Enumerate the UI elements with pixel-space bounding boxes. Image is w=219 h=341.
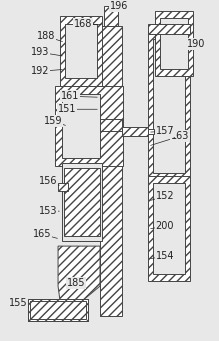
Bar xyxy=(122,127,148,136)
Bar xyxy=(148,129,154,134)
Text: 151: 151 xyxy=(58,104,76,114)
Bar xyxy=(30,301,86,319)
Bar xyxy=(65,24,97,78)
Bar xyxy=(148,24,190,34)
Bar xyxy=(100,26,122,316)
Text: 196: 196 xyxy=(110,1,128,11)
Text: 192: 192 xyxy=(31,66,49,76)
Text: 165: 165 xyxy=(33,229,51,239)
Bar xyxy=(104,6,118,26)
Text: 168: 168 xyxy=(74,19,92,29)
Text: 163: 163 xyxy=(171,131,189,141)
Text: 156: 156 xyxy=(39,176,57,186)
Text: 152: 152 xyxy=(156,191,174,201)
Bar xyxy=(153,39,185,173)
Text: 157: 157 xyxy=(156,126,174,136)
Text: 155: 155 xyxy=(9,298,27,308)
Bar xyxy=(55,86,123,166)
Bar xyxy=(58,183,68,191)
Bar xyxy=(60,16,102,86)
Bar xyxy=(148,31,190,181)
Bar xyxy=(100,119,122,131)
Text: 159: 159 xyxy=(44,116,62,126)
Bar xyxy=(62,94,100,158)
Text: 161: 161 xyxy=(61,91,79,101)
Polygon shape xyxy=(58,246,100,301)
Text: 154: 154 xyxy=(156,251,174,261)
Bar xyxy=(155,11,193,76)
Bar xyxy=(28,299,88,321)
Bar xyxy=(148,176,190,281)
Text: 200: 200 xyxy=(156,221,174,231)
Text: 185: 185 xyxy=(67,278,85,288)
Bar xyxy=(28,299,88,321)
Text: 153: 153 xyxy=(39,206,57,216)
Text: 193: 193 xyxy=(31,47,49,57)
Bar xyxy=(62,163,102,241)
Text: 188: 188 xyxy=(37,31,55,41)
Text: 190: 190 xyxy=(187,39,205,49)
Bar xyxy=(160,18,188,69)
Bar xyxy=(153,183,185,274)
Bar xyxy=(64,168,100,236)
